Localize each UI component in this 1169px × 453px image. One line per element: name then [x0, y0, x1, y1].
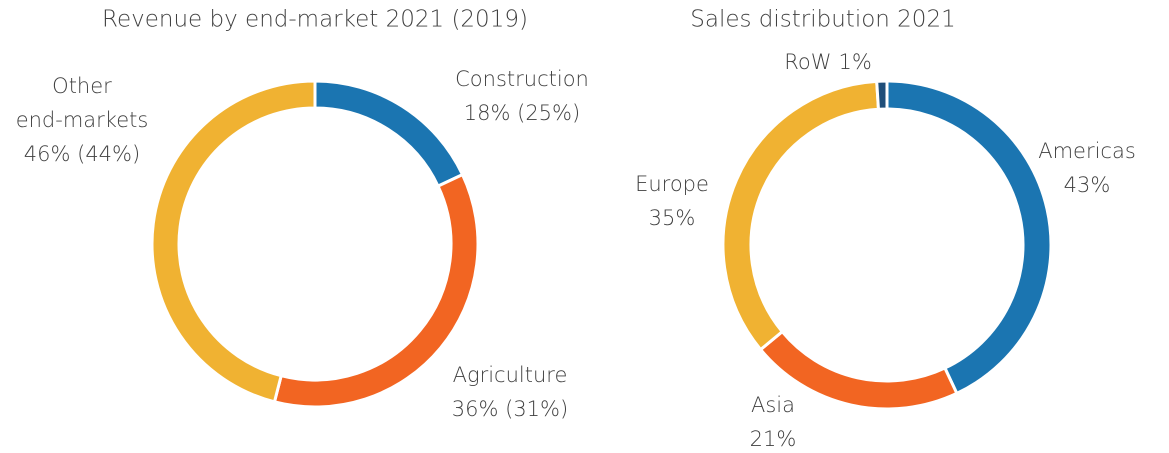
donut-segment — [875, 79, 889, 111]
category-label: RoW — [784, 50, 831, 74]
value-label: 46% (44%) — [24, 142, 140, 166]
value-label: 43% — [1064, 173, 1111, 197]
category-label: Europe — [635, 172, 709, 196]
donut-segment — [150, 79, 317, 404]
value-label: 18% (25%) — [464, 101, 580, 125]
category-label: Americas — [1038, 139, 1136, 163]
donut-segment — [272, 172, 480, 409]
category-label: Other end-markets — [16, 74, 149, 132]
chart-title: Revenue by end-market 2021 (2019) — [102, 7, 528, 33]
segment-label: Americas 43% — [1038, 139, 1136, 197]
category-label: Agriculture — [453, 363, 568, 387]
chart-title: Sales distribution 2021 — [690, 7, 955, 33]
donut-segment — [885, 79, 1053, 396]
value-label: 35% — [649, 206, 696, 230]
segment-label: Europe 35% — [635, 172, 709, 230]
value-label: 21% — [750, 427, 797, 451]
segment-label: RoW 1% — [784, 50, 872, 74]
value-label: 1% — [838, 50, 871, 74]
segment-label-text: RoW 1% — [784, 50, 872, 74]
donut-segment — [721, 79, 881, 352]
category-label: Asia — [751, 393, 795, 417]
segment-label: Asia 21% — [750, 393, 797, 451]
segment-label: Construction 18% (25%) — [455, 67, 589, 125]
donut-segment — [313, 79, 465, 189]
value-label: 36% (31%) — [452, 397, 568, 421]
segment-label: Agriculture 36% (31%) — [452, 363, 568, 421]
category-label: Construction — [455, 67, 589, 91]
segment-label: Other end-markets 46% (44%) — [16, 74, 149, 166]
